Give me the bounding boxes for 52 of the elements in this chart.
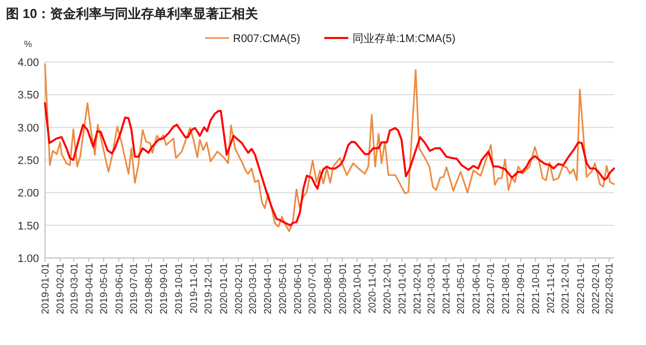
x-tick-label: 2020-03-01	[248, 262, 260, 314]
x-tick-label: 2021-08-01	[501, 262, 512, 314]
chart-title: 图 10：资金利率与同业存单利率显著正相关	[6, 6, 260, 21]
x-tick-label: 2021-10-01	[530, 262, 542, 314]
x-tick-label: 2022-03-01	[604, 262, 616, 314]
x-tick-label: 2021-02-01	[412, 262, 424, 314]
x-tick-label: 2019-02-01	[56, 262, 67, 314]
x-tick-label: 2020-06-01	[293, 262, 304, 314]
y-tick-label: 3.00	[18, 122, 39, 134]
x-tick-label: 2019-05-01	[99, 262, 110, 314]
x-tick-label: 2019-09-01	[159, 262, 170, 314]
x-tick-label: 2021-09-01	[516, 262, 528, 314]
x-tick-label: 2021-06-01	[471, 262, 482, 314]
legend-label: 同业存单:1M:CMA(5)	[352, 32, 456, 45]
x-tick-label: 2022-02-01	[590, 262, 602, 314]
legend-label: R007:CMA(5)	[233, 33, 300, 45]
x-tick-label: 2021-07-01	[486, 262, 497, 314]
x-tick-label: 2020-07-01	[308, 262, 319, 314]
x-tick-label: 2021-03-01	[426, 262, 438, 314]
x-tick-label: 2021-11-01	[546, 262, 558, 314]
y-tick-label: 2.00	[18, 188, 39, 200]
x-tick-label: 2021-04-01	[441, 262, 452, 314]
x-tick-label: 2020-04-01	[263, 262, 274, 314]
x-tick-label: 2019-12-01	[204, 262, 215, 314]
x-tick-label: 2020-09-01	[338, 262, 349, 314]
x-tick-label: 2019-01-01	[40, 262, 52, 314]
x-tick-label: 2021-05-01	[456, 262, 468, 314]
x-tick-label: 2020-10-01	[352, 262, 364, 314]
y-tick-label: 1.00	[18, 253, 39, 265]
x-tick-label: 2019-11-01	[188, 262, 200, 314]
x-tick-label: 2020-11-01	[368, 262, 379, 314]
x-tick-label: 2019-07-01	[128, 262, 140, 314]
x-tick-label: 2019-08-01	[144, 262, 156, 314]
x-tick-label: 2020-12-01	[382, 262, 394, 314]
x-tick-label: 2019-06-01	[114, 262, 126, 314]
x-tick-label: 2022-01-01	[576, 262, 587, 314]
x-tick-label: 2019-03-01	[69, 262, 80, 314]
x-tick-label: 2019-04-01	[84, 262, 96, 314]
y-tick-label: 2.50	[18, 155, 39, 167]
x-tick-label: 2021-12-01	[560, 262, 572, 314]
y-axis-title: %	[24, 39, 32, 49]
x-tick-label: 2021-01-01	[398, 262, 409, 314]
line-series	[44, 102, 615, 226]
x-tick-label: 2019-10-01	[174, 262, 185, 314]
y-tick-label: 1.50	[18, 220, 39, 232]
x-tick-label: 2020-05-01	[278, 262, 289, 314]
x-tick-label: 2020-01-01	[218, 262, 230, 314]
line-series	[44, 64, 615, 232]
x-tick-label: 2020-08-01	[322, 262, 334, 314]
y-tick-label: 4.00	[18, 57, 39, 69]
x-tick-label: 2020-02-01	[234, 262, 245, 314]
y-tick-label: 3.50	[18, 90, 39, 102]
